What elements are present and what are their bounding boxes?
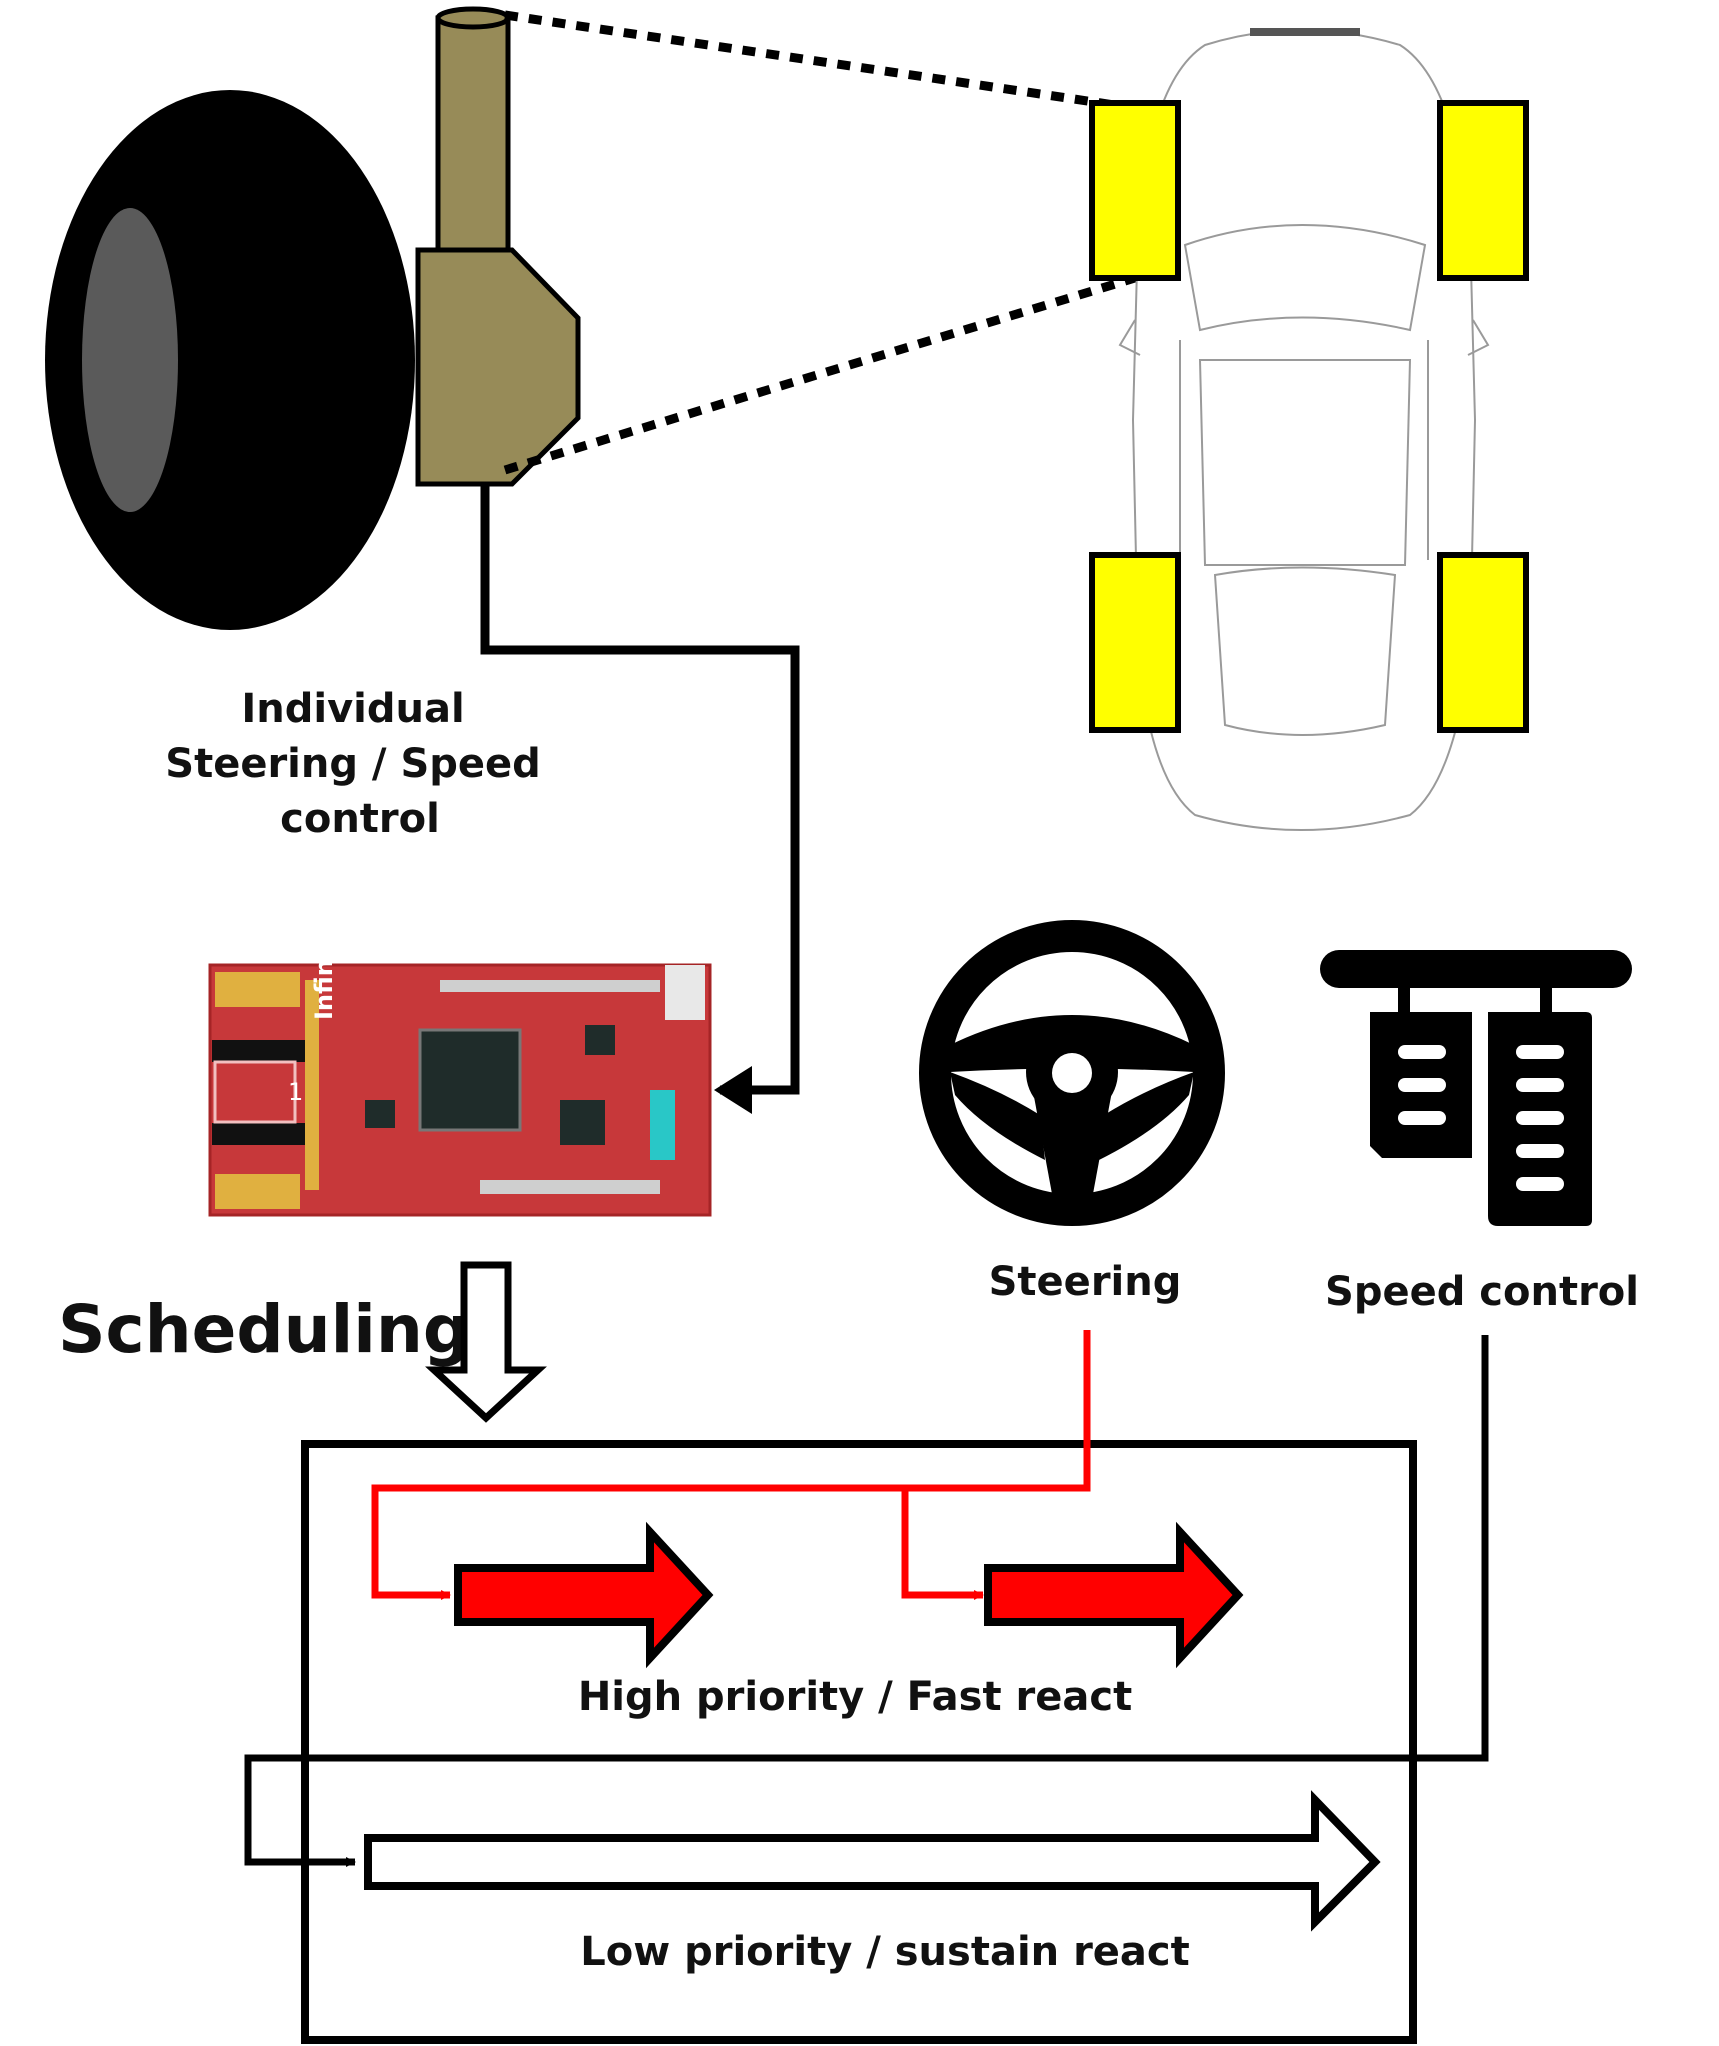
scheduling-label: Scheduling bbox=[58, 1291, 470, 1368]
controller-board-icon: Infineon 1 bbox=[208, 909, 712, 1217]
hollow-down-arrow-icon bbox=[425, 1261, 547, 1423]
car-wheels bbox=[1089, 100, 1529, 733]
wheel-rear-left bbox=[1089, 552, 1181, 733]
board-brand: Infineon bbox=[310, 909, 338, 1020]
scheduler-box bbox=[301, 1440, 1417, 2044]
wheel-front-right bbox=[1437, 100, 1529, 281]
high-priority-task-2 bbox=[984, 1521, 1244, 1669]
wheel-rear-right bbox=[1437, 552, 1529, 733]
board-badge: 1 bbox=[288, 1078, 303, 1106]
steering-path bbox=[371, 1330, 1091, 1600]
wheel-module-label-line-1: Individual bbox=[241, 686, 464, 732]
car-top-view-icon bbox=[1118, 28, 1490, 831]
wheel-module-label-line-3: control bbox=[280, 796, 440, 842]
zoom-line-top bbox=[504, 10, 1136, 113]
tire-icon bbox=[45, 90, 415, 630]
high-priority-task-1 bbox=[454, 1521, 714, 1669]
wheel-front-left bbox=[1089, 100, 1181, 281]
steering-wheel-icon bbox=[919, 920, 1225, 1226]
low-priority-label: Low priority / sustain react bbox=[580, 1929, 1190, 1975]
steering-actuator-icon bbox=[415, 6, 581, 487]
low-priority-task bbox=[364, 1790, 1381, 1932]
speed-control-path bbox=[244, 1335, 1489, 1867]
wheel-module-label-line-2: Steering / Speed bbox=[165, 741, 541, 787]
wheel-module-label: Individual Steering / Speed control bbox=[165, 686, 554, 842]
board-input-arrow bbox=[714, 1066, 752, 1114]
steering-label: Steering bbox=[989, 1259, 1182, 1305]
pedals-icon bbox=[1320, 950, 1632, 1226]
high-priority-label: High priority / Fast react bbox=[578, 1674, 1132, 1720]
zoom-line-bottom bbox=[503, 273, 1137, 475]
speed-control-label: Speed control bbox=[1325, 1269, 1639, 1315]
wheel-hub bbox=[82, 208, 178, 512]
